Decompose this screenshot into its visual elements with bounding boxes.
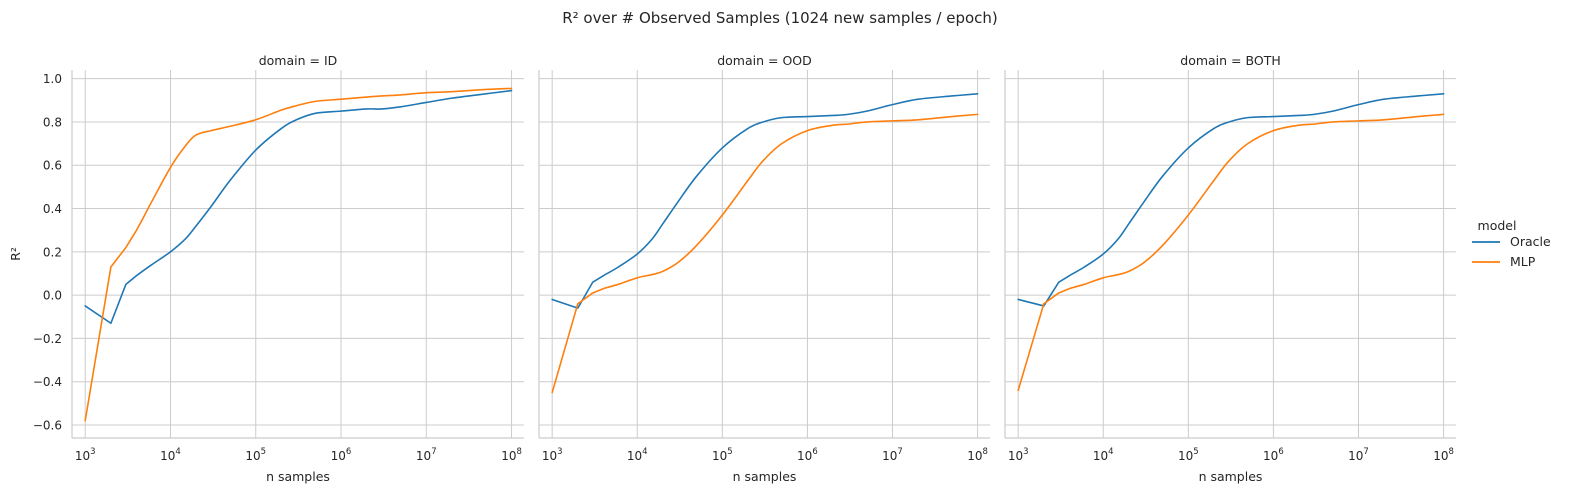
facet-title: domain = BOTH xyxy=(1180,53,1280,68)
x-tick-label: 104 xyxy=(627,447,648,463)
facets: domain = ID 103 104 105 106 107 108 n samples −0… xyxy=(8,53,1456,484)
y-tick-label: 0.4 xyxy=(43,202,62,216)
y-tick-label: −0.4 xyxy=(33,375,62,389)
x-tick-label: 103 xyxy=(542,447,563,463)
x-tick-label: 108 xyxy=(967,447,988,463)
y-tick-label: 0.2 xyxy=(43,245,62,259)
x-tick-label: 105 xyxy=(245,447,266,463)
series-line-mlp xyxy=(1017,113,1445,392)
facet-title: domain = OOD xyxy=(717,53,812,68)
series-line-oracle xyxy=(84,89,513,325)
series-line-oracle xyxy=(551,93,979,309)
series-line-mlp xyxy=(551,113,979,394)
legend-title: model xyxy=(1478,218,1517,233)
x-tick-label: 103 xyxy=(1008,447,1029,463)
x-tick-label: 104 xyxy=(160,447,181,463)
legend-label-mlp: MLP xyxy=(1510,254,1536,269)
x-tick-label: 108 xyxy=(501,447,522,463)
x-tick-label: 107 xyxy=(1348,447,1369,463)
x-tick-label: 107 xyxy=(416,447,437,463)
facet-panel-3: domain = BOTH 103 104 105 106 107 108 n samples xyxy=(1004,53,1456,484)
x-tick-label: 106 xyxy=(1263,447,1284,463)
y-tick-label: 0.8 xyxy=(43,115,62,129)
legend-label-oracle: Oracle xyxy=(1510,234,1551,249)
x-tick-label: 105 xyxy=(712,447,733,463)
series-line-oracle xyxy=(1017,93,1445,307)
x-axis-label: n samples xyxy=(266,469,330,484)
facet-panel-2: domain = OOD 103 104 105 106 107 108 n samples xyxy=(538,53,990,484)
series-line-mlp xyxy=(84,87,513,422)
x-tick-label: 105 xyxy=(1178,447,1199,463)
y-tick-label: 1.0 xyxy=(43,72,62,86)
y-tick-label: 0.0 xyxy=(43,289,62,303)
chart-title: R² over # Observed Samples (1024 new sam… xyxy=(562,9,998,27)
x-tick-label: 108 xyxy=(1433,447,1454,463)
x-axis-label: n samples xyxy=(1199,469,1263,484)
x-axis-label: n samples xyxy=(733,469,797,484)
x-tick-label: 104 xyxy=(1093,447,1114,463)
facet-title: domain = ID xyxy=(259,53,338,68)
y-tick-label: 0.6 xyxy=(43,159,62,173)
x-tick-label: 106 xyxy=(331,447,352,463)
y-tick-label: −0.6 xyxy=(33,419,62,433)
y-tick-label: −0.2 xyxy=(33,332,62,346)
x-tick-label: 103 xyxy=(75,447,96,463)
y-axis-label: R² xyxy=(8,247,23,261)
x-tick-label: 107 xyxy=(882,447,903,463)
facet-panel-1: domain = ID 103 104 105 106 107 108 n samples −0… xyxy=(8,53,524,484)
x-tick-label: 106 xyxy=(797,447,818,463)
